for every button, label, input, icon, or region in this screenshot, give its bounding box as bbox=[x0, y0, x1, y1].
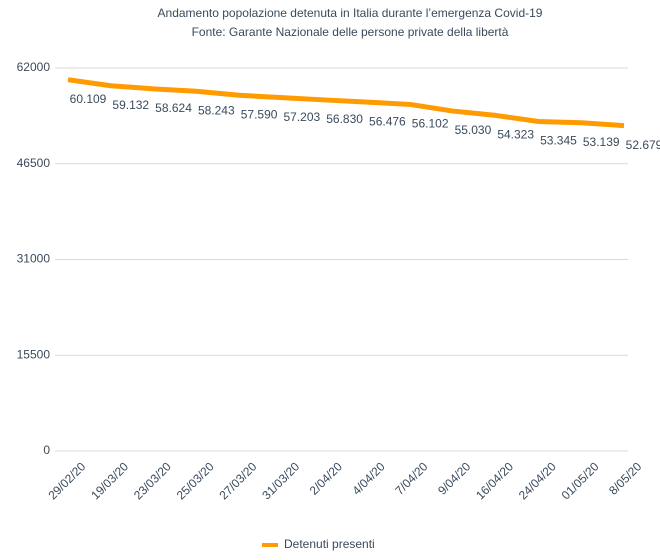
value-label: 54.323 bbox=[497, 128, 534, 142]
x-tick-label: 4/04/20 bbox=[350, 459, 388, 497]
x-tick-label: 29/02/20 bbox=[45, 459, 88, 502]
value-label: 56.830 bbox=[326, 112, 363, 126]
x-tick-label: 9/04/20 bbox=[435, 459, 473, 497]
y-tick-label: 15500 bbox=[17, 347, 51, 361]
data-line bbox=[67, 77, 625, 129]
x-tick-label: 23/03/20 bbox=[131, 459, 174, 502]
x-tick-label: 8/05/20 bbox=[606, 459, 644, 497]
x-tick-label: 7/04/20 bbox=[392, 459, 430, 497]
value-label: 60.109 bbox=[70, 92, 107, 106]
value-label: 58.624 bbox=[155, 101, 192, 115]
x-tick-label: 27/03/20 bbox=[217, 459, 260, 502]
value-label: 53.139 bbox=[583, 135, 620, 149]
x-tick-label: 16/04/20 bbox=[473, 459, 516, 502]
value-label: 56.102 bbox=[412, 117, 449, 131]
value-label: 58.243 bbox=[198, 103, 235, 117]
legend-label: Detenuti presenti bbox=[284, 537, 375, 551]
y-tick-label: 0 bbox=[43, 443, 50, 457]
x-tick-label: 24/04/20 bbox=[516, 459, 559, 502]
value-label: 57.590 bbox=[241, 107, 278, 121]
x-tick-label: 19/03/20 bbox=[88, 459, 131, 502]
x-tick-label: 01/05/20 bbox=[559, 459, 602, 502]
value-label: 57.203 bbox=[283, 110, 320, 124]
value-label: 59.132 bbox=[112, 98, 149, 112]
chart-title: Andamento popolazione detenuta in Italia… bbox=[158, 6, 543, 20]
value-label: 52.679 bbox=[626, 138, 660, 152]
x-tick-label: 25/03/20 bbox=[174, 459, 217, 502]
y-tick-label: 46500 bbox=[17, 156, 51, 170]
value-label: 55.030 bbox=[455, 123, 492, 137]
x-tick-label: 31/03/20 bbox=[259, 459, 302, 502]
x-tick-label: 2/04/20 bbox=[307, 459, 345, 497]
chart-subtitle: Fonte: Garante Nazionale delle persone p… bbox=[192, 25, 509, 39]
y-tick-label: 31000 bbox=[17, 252, 51, 266]
value-label: 53.345 bbox=[540, 134, 577, 148]
y-tick-label: 62000 bbox=[17, 60, 51, 74]
value-label: 56.476 bbox=[369, 114, 406, 128]
